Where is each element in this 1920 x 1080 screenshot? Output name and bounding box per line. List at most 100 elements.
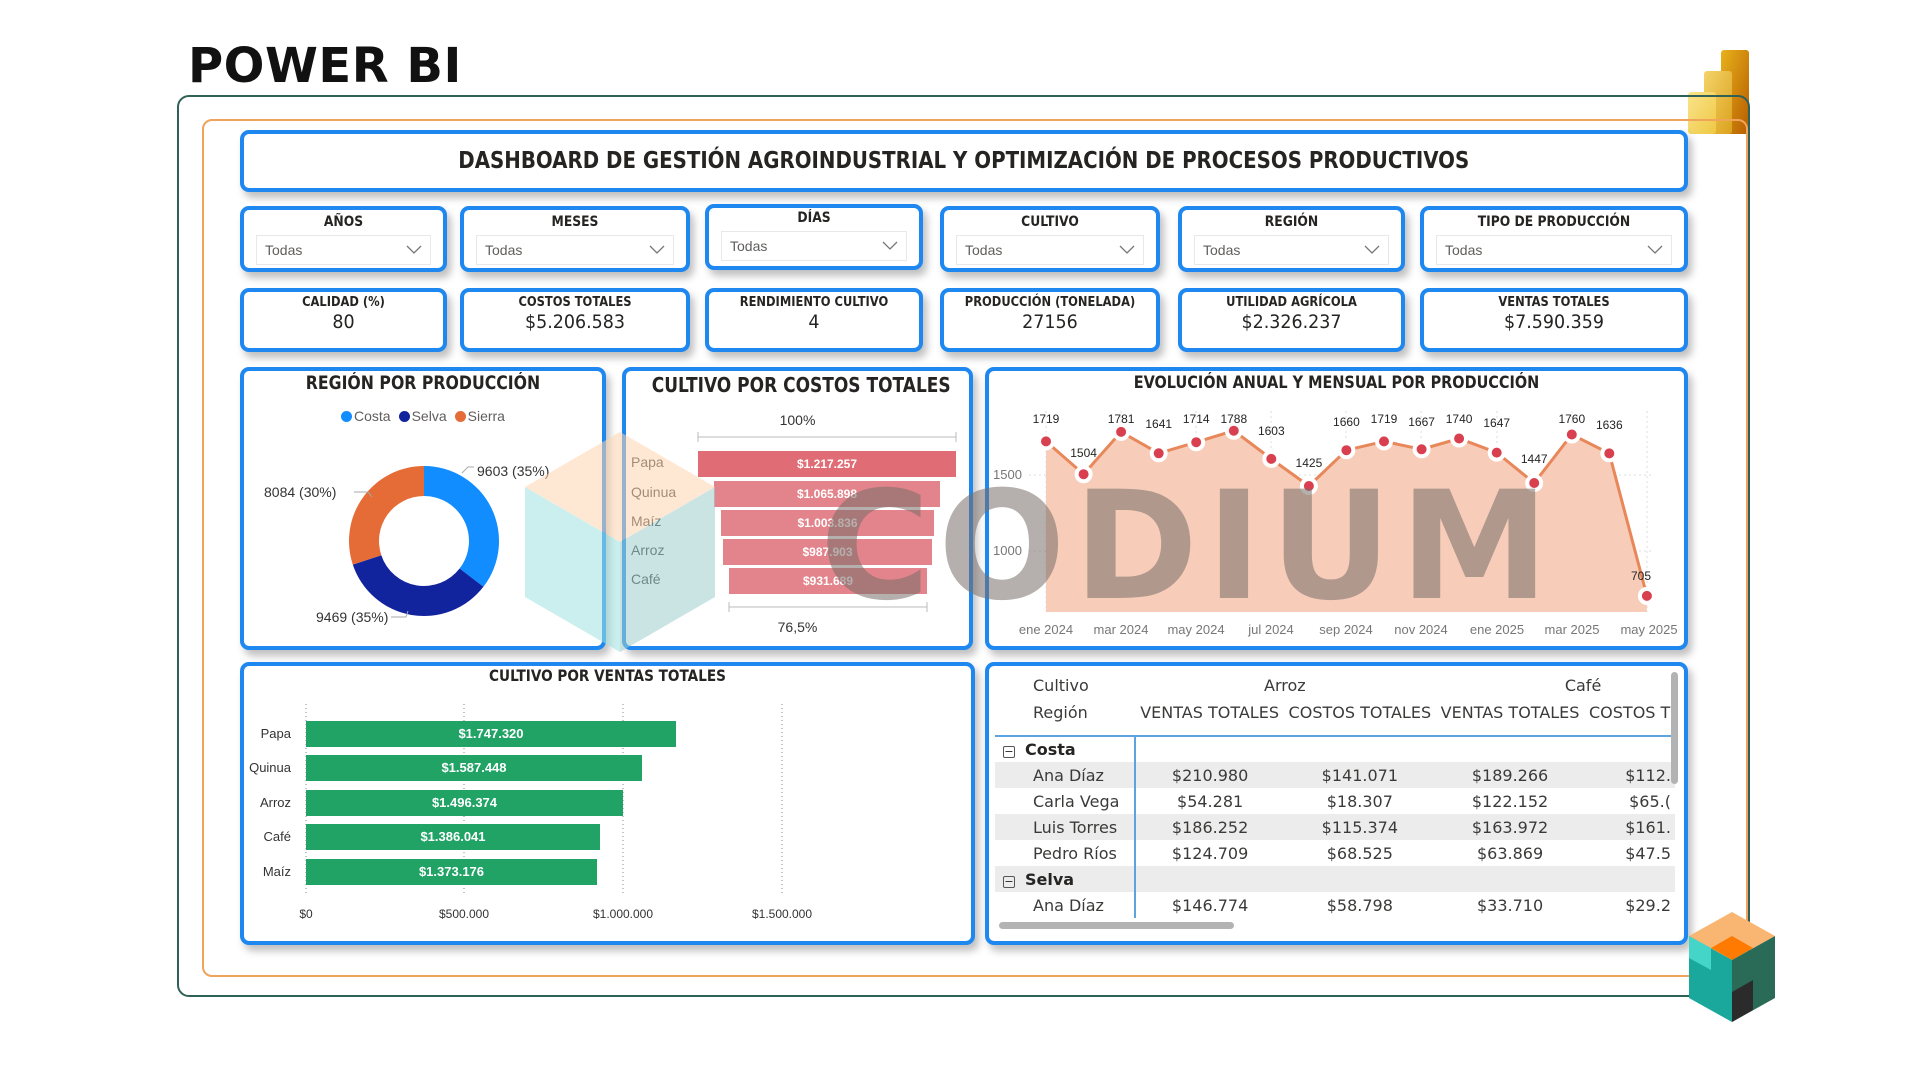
chart-title: REGIÓN POR PRODUCCIÓN — [305, 373, 541, 394]
dashboard-title-card: DASHBOARD DE GESTIÓN AGROINDUSTRIAL Y OP… — [240, 130, 1688, 192]
bar-quinua — [306, 755, 642, 781]
legend-label: Selva — [411, 408, 447, 424]
matrix-row: Carla Vega $54.281 $18.307 $122.152 $65.… — [995, 788, 1675, 814]
x-tick: $500.000 — [438, 907, 490, 921]
col-header[interactable]: VENTAS TOTALES — [1140, 703, 1279, 722]
col-group-cafe[interactable]: Café — [1564, 676, 1602, 695]
kpi-value: $5.206.583 — [524, 311, 626, 333]
slicer-label: REGIÓN — [1264, 214, 1319, 230]
col-header[interactable]: VENTAS TOTALES — [1440, 703, 1580, 722]
x-tick: may 2025 — [1620, 622, 1678, 637]
row-name: Ana Díaz — [995, 762, 1136, 788]
donut-chart-card[interactable]: REGIÓN POR PRODUCCIÓN Costa Selva Sierra… — [240, 367, 606, 650]
row-name: Pedro Ríos — [995, 840, 1136, 866]
legend-label: Sierra — [467, 408, 505, 424]
bar-category: Maíz — [262, 864, 291, 879]
funnel-category: Maíz — [631, 513, 662, 529]
slicer-value: Todas — [730, 238, 768, 254]
svg-text:1740: 1740 — [1446, 412, 1473, 426]
slicer-dias[interactable]: DÍAS Todas — [705, 204, 923, 270]
cell: $186.252 — [1134, 814, 1285, 840]
legend-item-sierra[interactable]: Sierra — [454, 408, 505, 424]
bar-category: Papa — [260, 726, 291, 741]
funnel-bar — [723, 539, 932, 565]
kpi-value: 27156 — [1022, 311, 1078, 333]
bar-value: $1.373.176 — [418, 864, 485, 879]
bar-cafe — [306, 824, 600, 850]
slicer-tipo-produccion[interactable]: TIPO DE PRODUCCIÓN Todas — [1420, 206, 1688, 272]
col-group-arroz[interactable]: Arroz — [1264, 676, 1306, 695]
cell: $210.980 — [1134, 762, 1285, 788]
group-name: Selva — [1025, 869, 1075, 889]
slicer-dropdown[interactable]: Todas — [721, 231, 907, 261]
outer-frame — [177, 95, 1750, 997]
bar-category: Quinua — [249, 760, 291, 775]
kpi-label: CALIDAD (%) — [302, 294, 385, 310]
legend-dot-icon — [398, 410, 410, 422]
funnel-top-pct: 100% — [779, 412, 816, 428]
cell: $63.869 — [1476, 843, 1544, 863]
horizontal-scrollbar[interactable] — [999, 922, 1234, 929]
x-tick: nov 2024 — [1394, 622, 1448, 637]
row-name: Ana Díaz — [995, 892, 1136, 918]
kpi-calidad: CALIDAD (%) 80 — [240, 288, 447, 352]
x-tick: sep 2024 — [1319, 622, 1373, 637]
svg-text:1425: 1425 — [1296, 456, 1323, 470]
funnel-chart-card[interactable]: CULTIVO POR COSTOS TOTALES 100% Papa Qui… — [622, 367, 973, 650]
kpi-produccion: PRODUCCIÓN (TONELADA) 27156 — [940, 288, 1160, 352]
slicer-label: AÑOS — [323, 214, 364, 230]
bar-value: $1.496.374 — [431, 795, 498, 810]
cell: $122.152 — [1471, 791, 1549, 811]
funnel-value: $1.217.257 — [796, 457, 858, 471]
slicer-dropdown[interactable]: Todas — [956, 235, 1144, 265]
funnel-category: Papa — [631, 454, 664, 470]
power-bi-logo-icon — [1688, 50, 1749, 134]
matrix-group-row: − Selva — [995, 866, 1675, 892]
col-header[interactable]: COSTOS TOTALES — [1288, 703, 1432, 722]
svg-text:1719: 1719 — [1371, 412, 1398, 426]
slicer-dropdown[interactable]: Todas — [476, 235, 674, 265]
cell: $33.710 — [1476, 895, 1544, 915]
collapse-icon[interactable]: − — [1003, 745, 1015, 758]
funnel-bar — [729, 568, 927, 594]
group-name: Costa — [1025, 740, 1076, 759]
slicer-cultivo[interactable]: CULTIVO Todas — [940, 206, 1160, 272]
slicer-dropdown[interactable]: Todas — [256, 235, 431, 265]
svg-text:1714: 1714 — [1183, 412, 1210, 426]
kpi-value: 4 — [808, 311, 820, 333]
funnel-bar — [714, 481, 940, 507]
funnel-bar — [698, 451, 956, 477]
x-tick: $0 — [299, 907, 313, 921]
col-header[interactable]: COSTOS T — [1589, 703, 1671, 722]
cell: $161. — [1585, 814, 1675, 840]
y-tick: 1500 — [993, 467, 1022, 482]
cell: $58.798 — [1326, 895, 1393, 915]
legend-item-costa[interactable]: Costa — [341, 408, 391, 424]
slicer-anos[interactable]: AÑOS Todas — [240, 206, 447, 272]
chart-title: CULTIVO POR VENTAS TOTALES — [489, 666, 726, 685]
cell: $141.071 — [1284, 762, 1436, 788]
line-chart-card[interactable]: EVOLUCIÓN ANUAL Y MENSUAL POR PRODUCCIÓN… — [985, 367, 1688, 650]
vertical-scrollbar[interactable] — [1671, 672, 1678, 784]
row-name: Carla Vega — [995, 788, 1136, 814]
legend-item-selva[interactable]: Selva — [398, 408, 447, 424]
kpi-value: $7.590.359 — [1503, 311, 1605, 333]
svg-text:1760: 1760 — [1558, 412, 1585, 426]
svg-text:1647: 1647 — [1483, 416, 1510, 430]
kpi-label: UTILIDAD AGRÍCOLA — [1226, 294, 1357, 310]
funnel-category: Quinua — [631, 484, 677, 500]
slicer-dropdown[interactable]: Todas — [1436, 235, 1672, 265]
x-tick: $1.000.000 — [592, 907, 654, 921]
dashboard-title: DASHBOARD DE GESTIÓN AGROINDUSTRIAL Y OP… — [458, 148, 1470, 174]
bar-category: Arroz — [259, 795, 291, 810]
y-tick: 1000 — [993, 543, 1022, 558]
slicer-dropdown[interactable]: Todas — [1194, 235, 1389, 265]
slicer-value: Todas — [965, 242, 1003, 258]
cell: $163.972 — [1435, 814, 1585, 840]
bar-chart-card[interactable]: CULTIVO POR VENTAS TOTALES Papa Quinua A… — [240, 662, 975, 945]
collapse-icon[interactable]: − — [1003, 874, 1015, 888]
slicer-region[interactable]: REGIÓN Todas — [1178, 206, 1405, 272]
matrix-card[interactable]: Cultivo Arroz Café Región VENTAS TOTALES… — [985, 662, 1688, 945]
kpi-value: $2.326.237 — [1241, 311, 1342, 333]
slicer-meses[interactable]: MESES Todas — [460, 206, 690, 272]
